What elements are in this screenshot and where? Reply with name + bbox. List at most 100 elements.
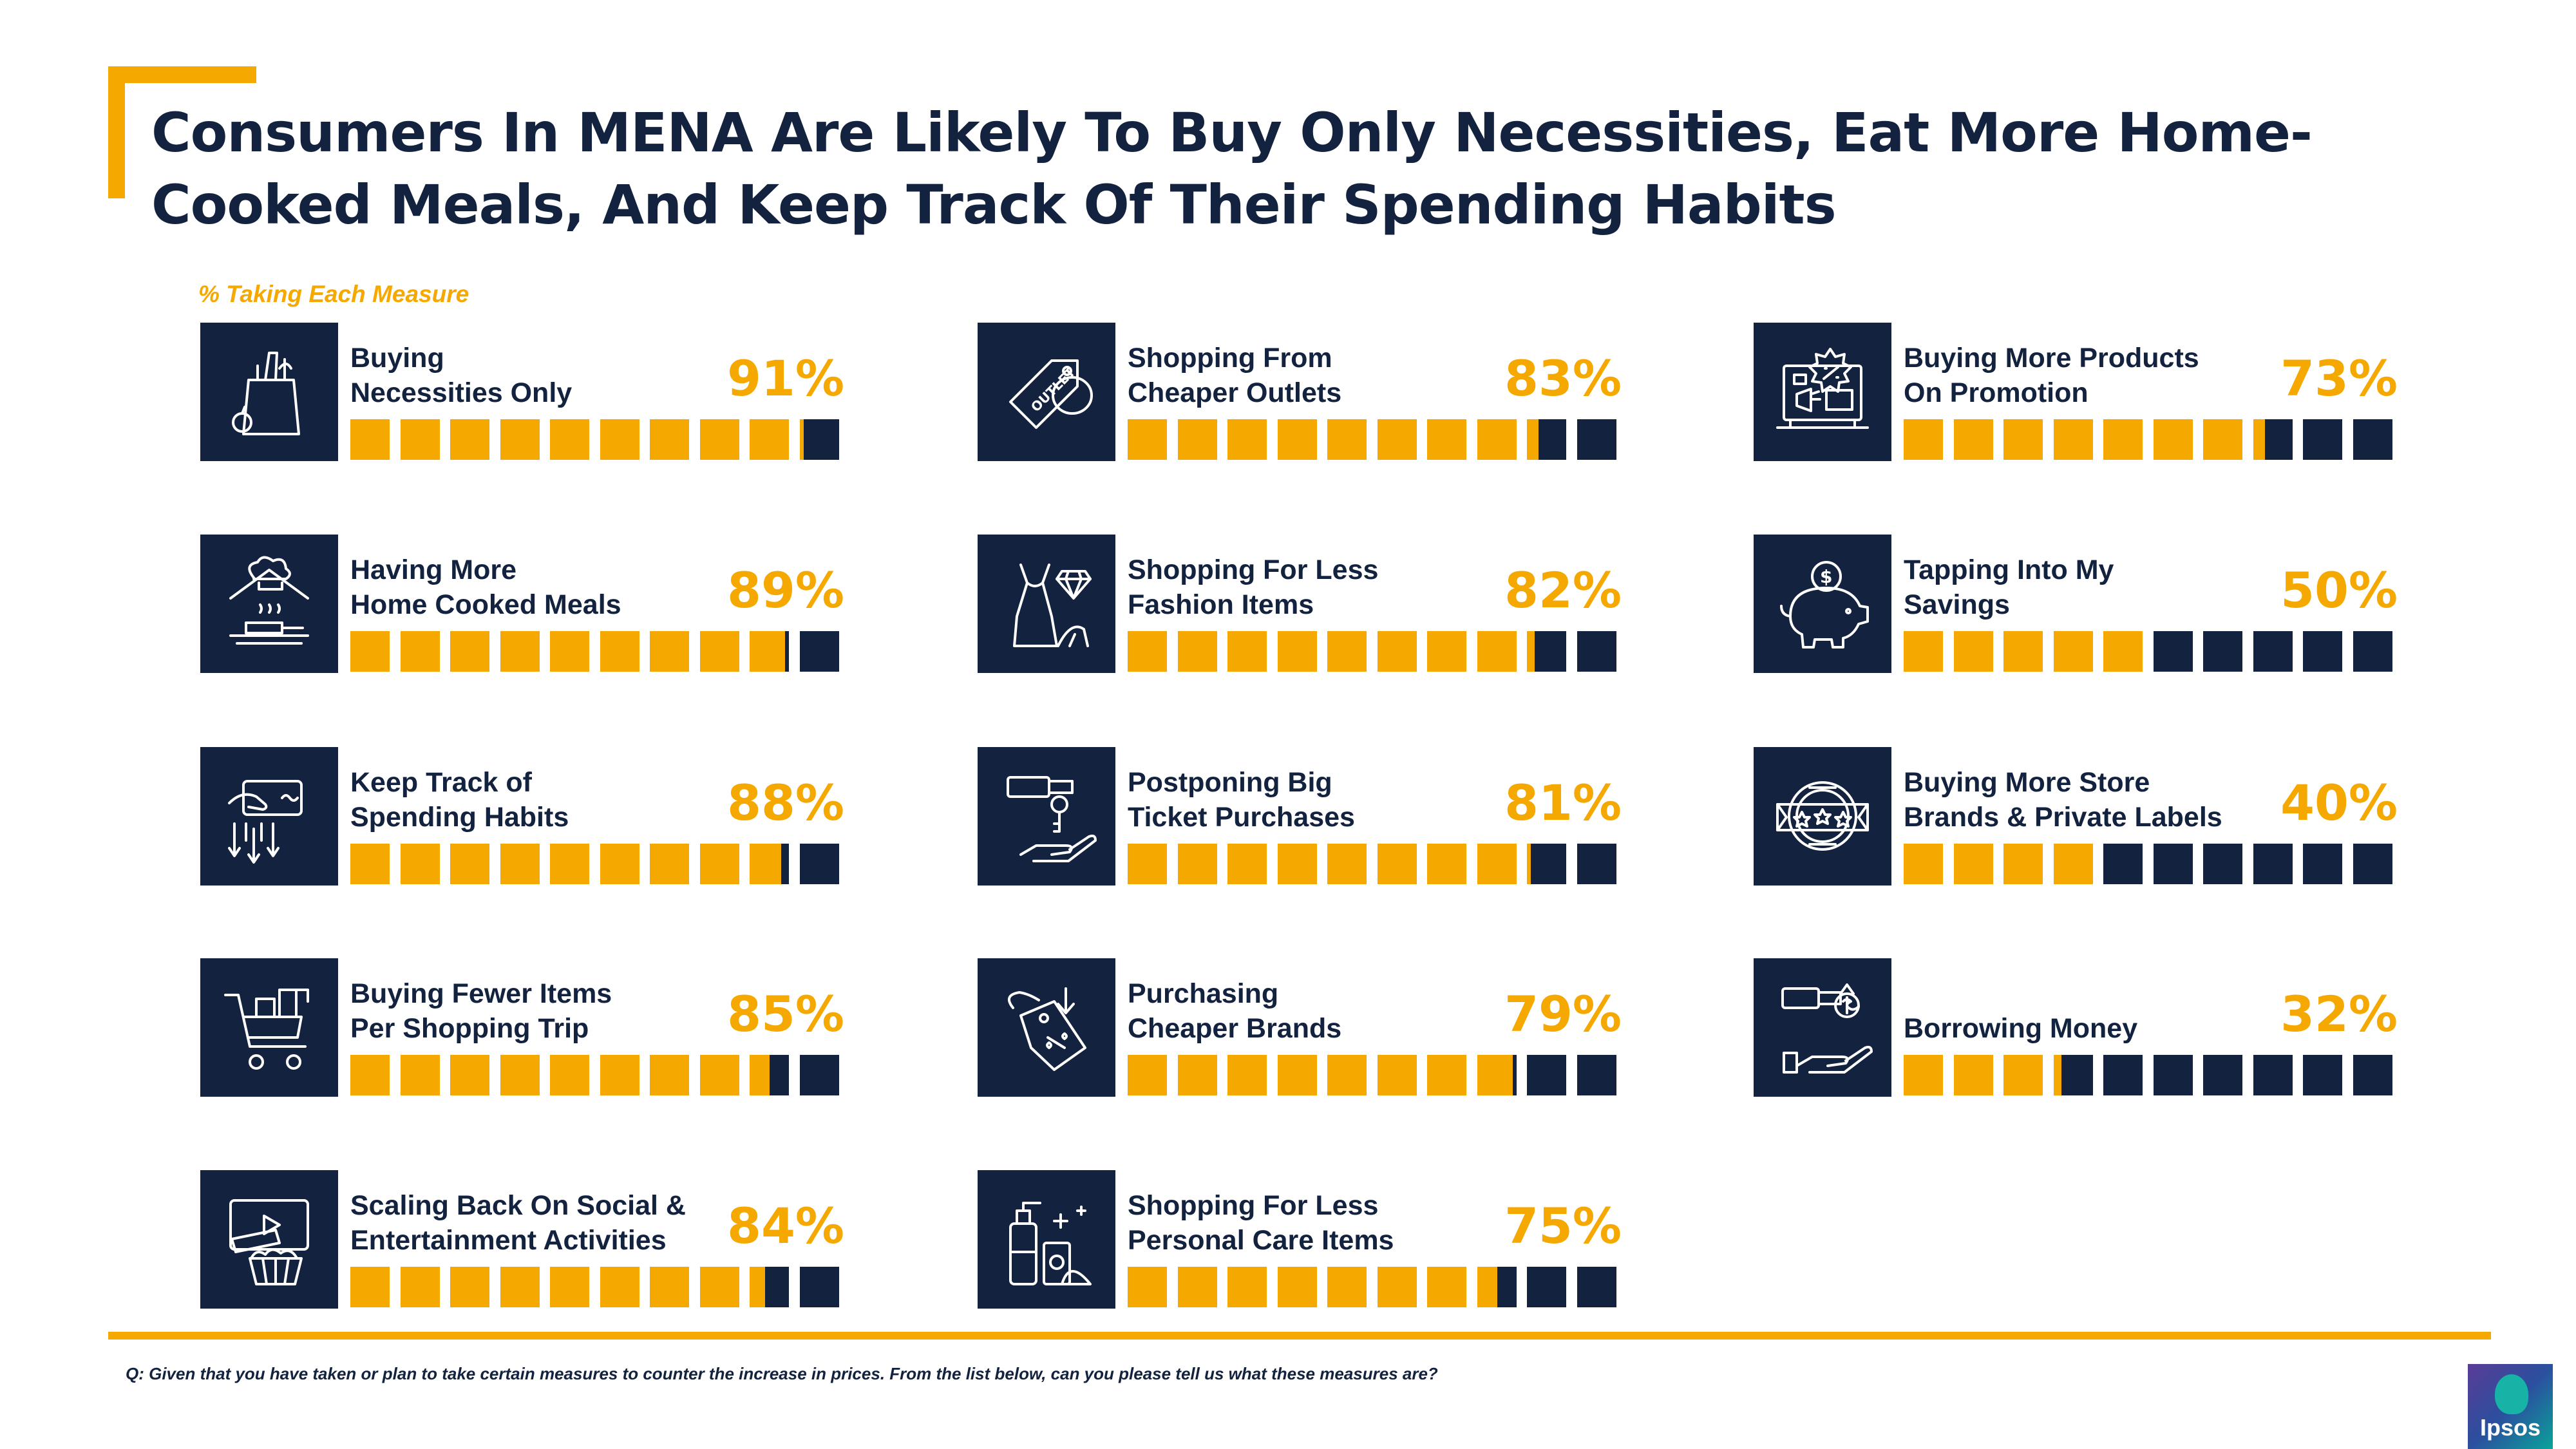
bar-segment — [2353, 419, 2392, 460]
measure-item: Buying More Products On Promotion 73% — [1754, 323, 2398, 461]
bar-segment-fill — [1327, 1055, 1367, 1095]
bar-segment — [600, 419, 639, 460]
bar-segment — [500, 631, 540, 672]
bar-segment — [1178, 1267, 1217, 1307]
bar-segment — [1278, 1267, 1317, 1307]
measure-bar — [1904, 419, 2398, 460]
bar-segment-fill — [500, 1267, 540, 1307]
bar-segment — [1178, 844, 1217, 884]
bar-segment — [1327, 631, 1367, 672]
bar-segment-fill — [650, 631, 689, 672]
bar-segment-fill — [600, 1055, 639, 1095]
bar-segment-fill — [1278, 631, 1317, 672]
bar-segment — [1178, 419, 1217, 460]
bar-segment — [401, 1267, 440, 1307]
bar-segment-fill — [1954, 1055, 1993, 1095]
bar-segment-fill — [1904, 1055, 1943, 1095]
bar-segment — [650, 1267, 689, 1307]
bar-segment — [2103, 1055, 2143, 1095]
bar-segment — [2353, 631, 2392, 672]
bar-segment — [2103, 419, 2143, 460]
measure-label: Shopping From Cheaper Outlets — [1128, 341, 1508, 410]
measure-value-label: 82% — [1504, 562, 1622, 619]
bar-segment — [2203, 1055, 2242, 1095]
measure-item: Shopping For Less Fashion Items 82% — [978, 535, 1622, 673]
bar-segment-fill — [2003, 631, 2043, 672]
entertainment-icon — [200, 1170, 338, 1309]
svg-text:OUTLET: OUTLET — [1028, 364, 1079, 415]
bar-segment-fill — [1477, 631, 1517, 672]
bar-segment-fill — [500, 844, 540, 884]
bar-segment — [2154, 1055, 2193, 1095]
measure-label: Postponing Big Ticket Purchases — [1128, 765, 1508, 835]
bar-segment — [1128, 419, 1167, 460]
bar-segment-fill — [2003, 419, 2043, 460]
chart-subtitle: % Taking Each Measure — [198, 281, 469, 307]
bar-segment-fill — [1278, 1055, 1317, 1095]
bar-segment — [2003, 1055, 2043, 1095]
bar-segment-fill — [650, 1055, 689, 1095]
measure-value-label: 81% — [1504, 774, 1622, 831]
measure-label-line1: Buying Fewer Items — [350, 978, 612, 1009]
bar-segment-fill — [550, 844, 589, 884]
measure-item: Keep Track of Spending Habits 88% — [200, 747, 844, 886]
bar-segment-fill — [650, 1267, 689, 1307]
measure-value-label: 75% — [1504, 1197, 1622, 1255]
bar-segment-fill — [500, 631, 540, 672]
bar-segment-fill — [1378, 631, 1417, 672]
bar-segment-fill — [650, 844, 689, 884]
bar-segment-fill — [401, 844, 440, 884]
bar-segment-fill — [1427, 1267, 1466, 1307]
bar-segment-fill — [700, 844, 739, 884]
measure-label-line1: Keep Track of — [350, 767, 532, 798]
bar-segment — [1954, 844, 1993, 884]
bar-segment-fill — [1427, 844, 1466, 884]
bar-segment — [1227, 419, 1267, 460]
bar-segment-fill — [550, 631, 589, 672]
measure-label-line1: Buying More Store — [1904, 767, 2150, 798]
bar-segment — [1904, 1055, 1943, 1095]
measure-value-label: 89% — [727, 562, 844, 619]
bar-segment — [1128, 844, 1167, 884]
bar-segment — [350, 844, 390, 884]
bar-segment — [550, 419, 589, 460]
measure-item: Purchasing Cheaper Brands 79% — [978, 958, 1622, 1097]
piggy-bank-icon: $ — [1754, 535, 1891, 673]
bar-segment — [1278, 844, 1317, 884]
measure-bar — [1128, 1055, 1622, 1095]
bar-segment-fill — [1477, 1055, 1513, 1095]
bar-segment — [1427, 1055, 1466, 1095]
measure-value-label: 32% — [2280, 985, 2398, 1043]
bar-segment — [2054, 419, 2093, 460]
bar-segment-fill — [500, 419, 540, 460]
bar-segment — [600, 1267, 639, 1307]
bar-segment-fill — [550, 1267, 589, 1307]
bar-segment-fill — [1227, 419, 1267, 460]
bar-segment-fill — [450, 1055, 489, 1095]
bar-segment-fill — [2103, 631, 2143, 672]
bar-segment-fill — [2253, 419, 2266, 460]
bar-segment — [2253, 844, 2293, 884]
bar-segment — [1527, 1267, 1566, 1307]
bar-segment — [800, 419, 839, 460]
measure-label-line2: Savings — [1904, 589, 2010, 620]
bar-segment-fill — [2054, 631, 2093, 672]
bar-segment-fill — [1527, 844, 1531, 884]
measure-value-label: 73% — [2280, 350, 2398, 407]
bar-segment-fill — [650, 419, 689, 460]
bar-segment-fill — [401, 1267, 440, 1307]
bar-segment — [350, 1267, 390, 1307]
chef-cooking-icon — [200, 535, 338, 673]
bar-segment — [1477, 631, 1517, 672]
svg-text:$: $ — [1820, 566, 1832, 587]
bar-segment — [1577, 844, 1616, 884]
measure-label-line2: Per Shopping Trip — [350, 1013, 589, 1044]
bar-segment-fill — [1327, 419, 1367, 460]
bar-segment-fill — [1178, 631, 1217, 672]
bar-segment — [1327, 419, 1367, 460]
borrow-money-hand-icon — [1754, 958, 1891, 1097]
bar-segment — [350, 419, 390, 460]
bar-segment — [1477, 1267, 1517, 1307]
bar-segment — [401, 844, 440, 884]
bar-segment — [700, 1055, 739, 1095]
